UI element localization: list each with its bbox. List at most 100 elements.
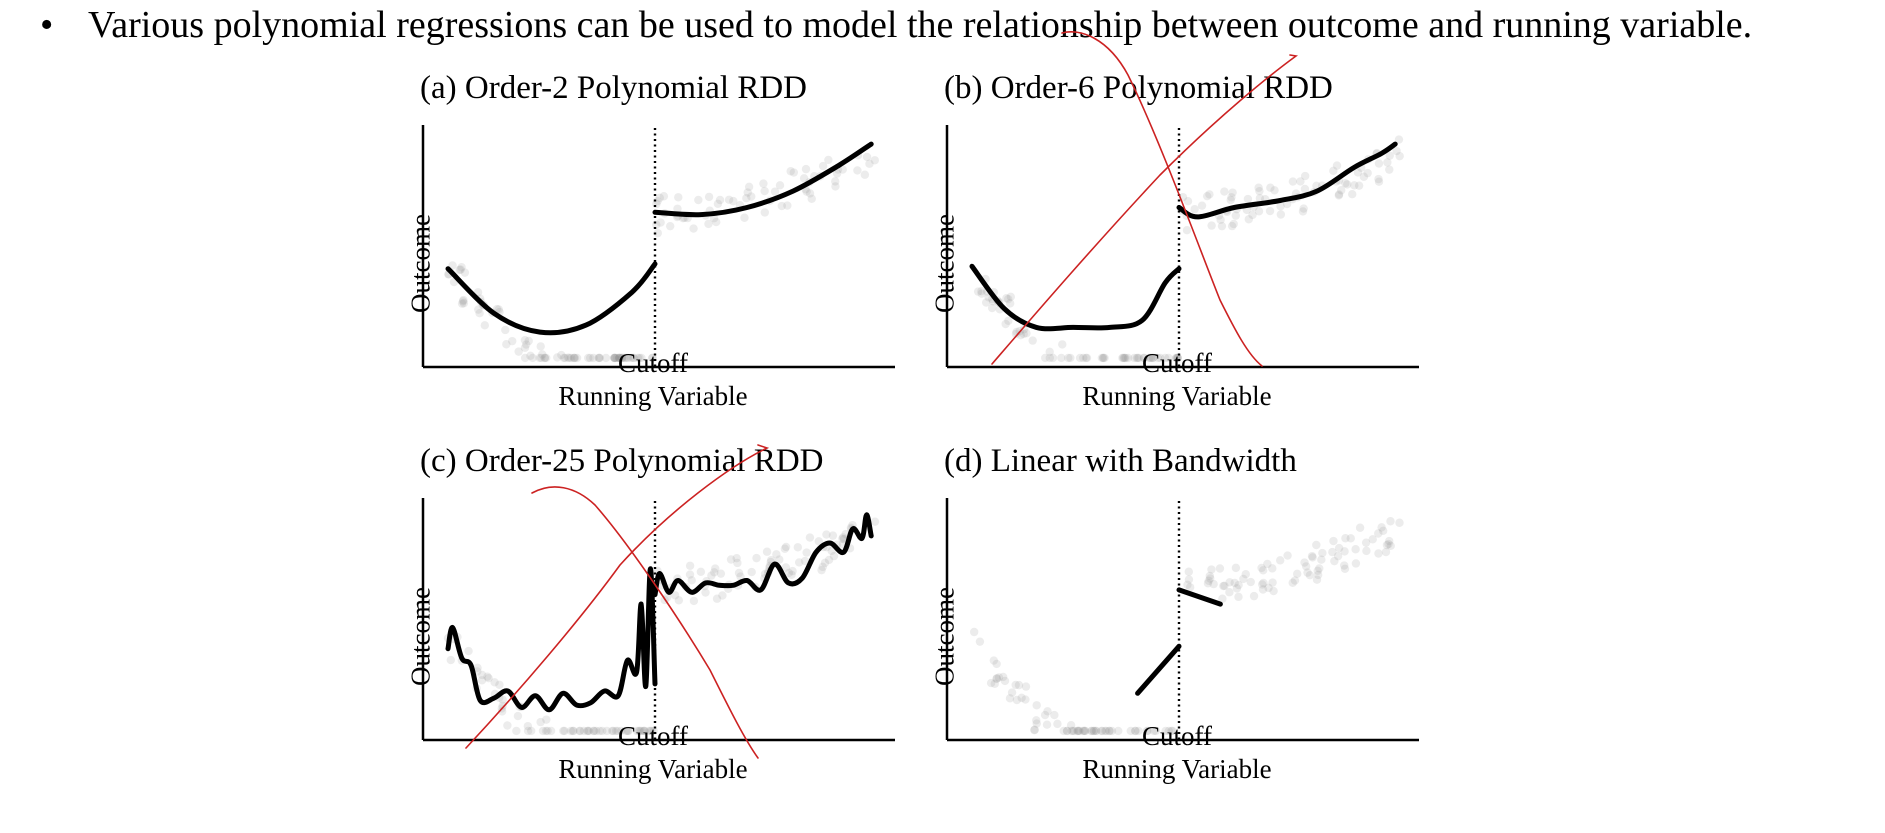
scatter-point: [1097, 726, 1107, 736]
scatter-point: [652, 220, 661, 229]
scatter-point: [775, 181, 785, 190]
scatter-point: [831, 182, 840, 191]
scatter-point: [729, 196, 738, 206]
scatter-point: [1089, 726, 1099, 736]
scatter-point: [694, 195, 703, 205]
scatter-point: [1041, 353, 1050, 363]
scatter-point: [1126, 726, 1135, 736]
scatter-point: [1030, 725, 1039, 735]
scatter-point: [656, 218, 665, 227]
scatter-point: [1078, 726, 1088, 736]
scatter-point: [1350, 181, 1359, 190]
scatter-point: [1313, 566, 1322, 575]
scatter-point: [831, 177, 840, 186]
scatter-point: [802, 187, 811, 196]
scatter-point: [689, 596, 699, 606]
scatter-point: [501, 325, 510, 335]
scatter-point: [1368, 535, 1377, 544]
scatter-point: [1392, 146, 1401, 156]
scatter-point: [1151, 726, 1161, 736]
scatter-point: [734, 568, 744, 578]
scatter-point: [1073, 726, 1082, 736]
scatter-point: [557, 350, 566, 360]
scatter-point: [788, 566, 797, 576]
scatter-point: [1308, 553, 1317, 562]
scatter-point: [537, 353, 546, 363]
scatter-point: [1351, 559, 1361, 568]
scatter-point: [1385, 165, 1394, 174]
scatter-point: [1241, 570, 1250, 579]
plot-area: [945, 498, 1419, 742]
scatter-point: [520, 343, 530, 353]
scatter-point: [701, 588, 710, 597]
scatter-point: [994, 673, 1004, 682]
scatter-point: [817, 565, 826, 575]
scatter-point: [787, 570, 796, 579]
scatter-point: [1383, 158, 1392, 167]
scatter-point: [1378, 526, 1388, 535]
scatter-point: [1050, 710, 1059, 720]
scatter-point: [594, 353, 603, 363]
scatter-point: [870, 517, 880, 526]
scatter-point: [704, 192, 714, 202]
scatter-point: [1276, 210, 1286, 219]
scatter-point: [514, 347, 523, 356]
scatter-point: [1244, 215, 1253, 224]
scatter-point: [1100, 353, 1109, 363]
scatter-point: [711, 217, 721, 227]
scatter-point: [1313, 570, 1323, 580]
scatter-point: [1362, 546, 1371, 556]
scatter-point: [800, 556, 810, 566]
scatter-point: [1032, 701, 1041, 710]
scatter-point: [528, 353, 537, 363]
scatter-point: [1332, 161, 1342, 170]
scatter-point: [523, 726, 533, 736]
panel-a: (a) Order-2 Polynomial RDD Outcome Cutof…: [380, 70, 920, 440]
scatter-point: [1312, 575, 1322, 584]
scatter-point: [1386, 541, 1395, 551]
scatter-point: [1220, 581, 1229, 591]
scatter-point: [1203, 579, 1213, 588]
scatter-point: [801, 164, 811, 174]
scatter-point: [457, 263, 466, 272]
scatter-point: [1234, 580, 1243, 590]
scatter-point: [480, 321, 489, 330]
scatter-point: [799, 174, 809, 183]
scatter-point: [610, 353, 619, 363]
scatter-point: [1334, 190, 1344, 199]
scatter-point: [633, 353, 643, 363]
scatter-point: [1142, 726, 1152, 736]
scatter-point: [687, 576, 696, 585]
scatter-point: [1032, 716, 1041, 725]
bullet-symbol: •: [40, 4, 54, 46]
scatter-point: [992, 674, 1001, 684]
scatter-point: [569, 353, 579, 363]
scatter-point: [560, 353, 570, 363]
scatter-point: [718, 591, 727, 600]
scatter-point: [1239, 574, 1248, 584]
scatter-point: [1249, 591, 1259, 601]
scatter-point: [659, 192, 669, 201]
scatter-point: [992, 659, 1001, 669]
scatter-point: [1259, 578, 1268, 588]
scatter-point: [520, 353, 530, 363]
scatter-point: [1209, 579, 1218, 589]
scatter-point: [829, 551, 839, 561]
scatter-point: [1197, 201, 1207, 210]
scatter-point: [584, 353, 593, 363]
scatter-point: [617, 353, 626, 363]
scatter-point: [1073, 726, 1082, 736]
scatter-point: [540, 353, 549, 363]
scatter-point: [1374, 174, 1383, 184]
scatter-point: [1328, 547, 1337, 557]
scatter-point: [793, 543, 803, 552]
scatter-point: [535, 353, 544, 363]
scatter-point: [975, 637, 985, 646]
scatter-point: [1395, 151, 1404, 161]
scatter-point: [1149, 726, 1159, 736]
scatter-point: [1386, 517, 1395, 526]
scatter-point: [1102, 726, 1111, 736]
scatter-points: [443, 517, 880, 736]
scatter-point: [1107, 726, 1117, 736]
scatter-point: [1131, 726, 1140, 736]
